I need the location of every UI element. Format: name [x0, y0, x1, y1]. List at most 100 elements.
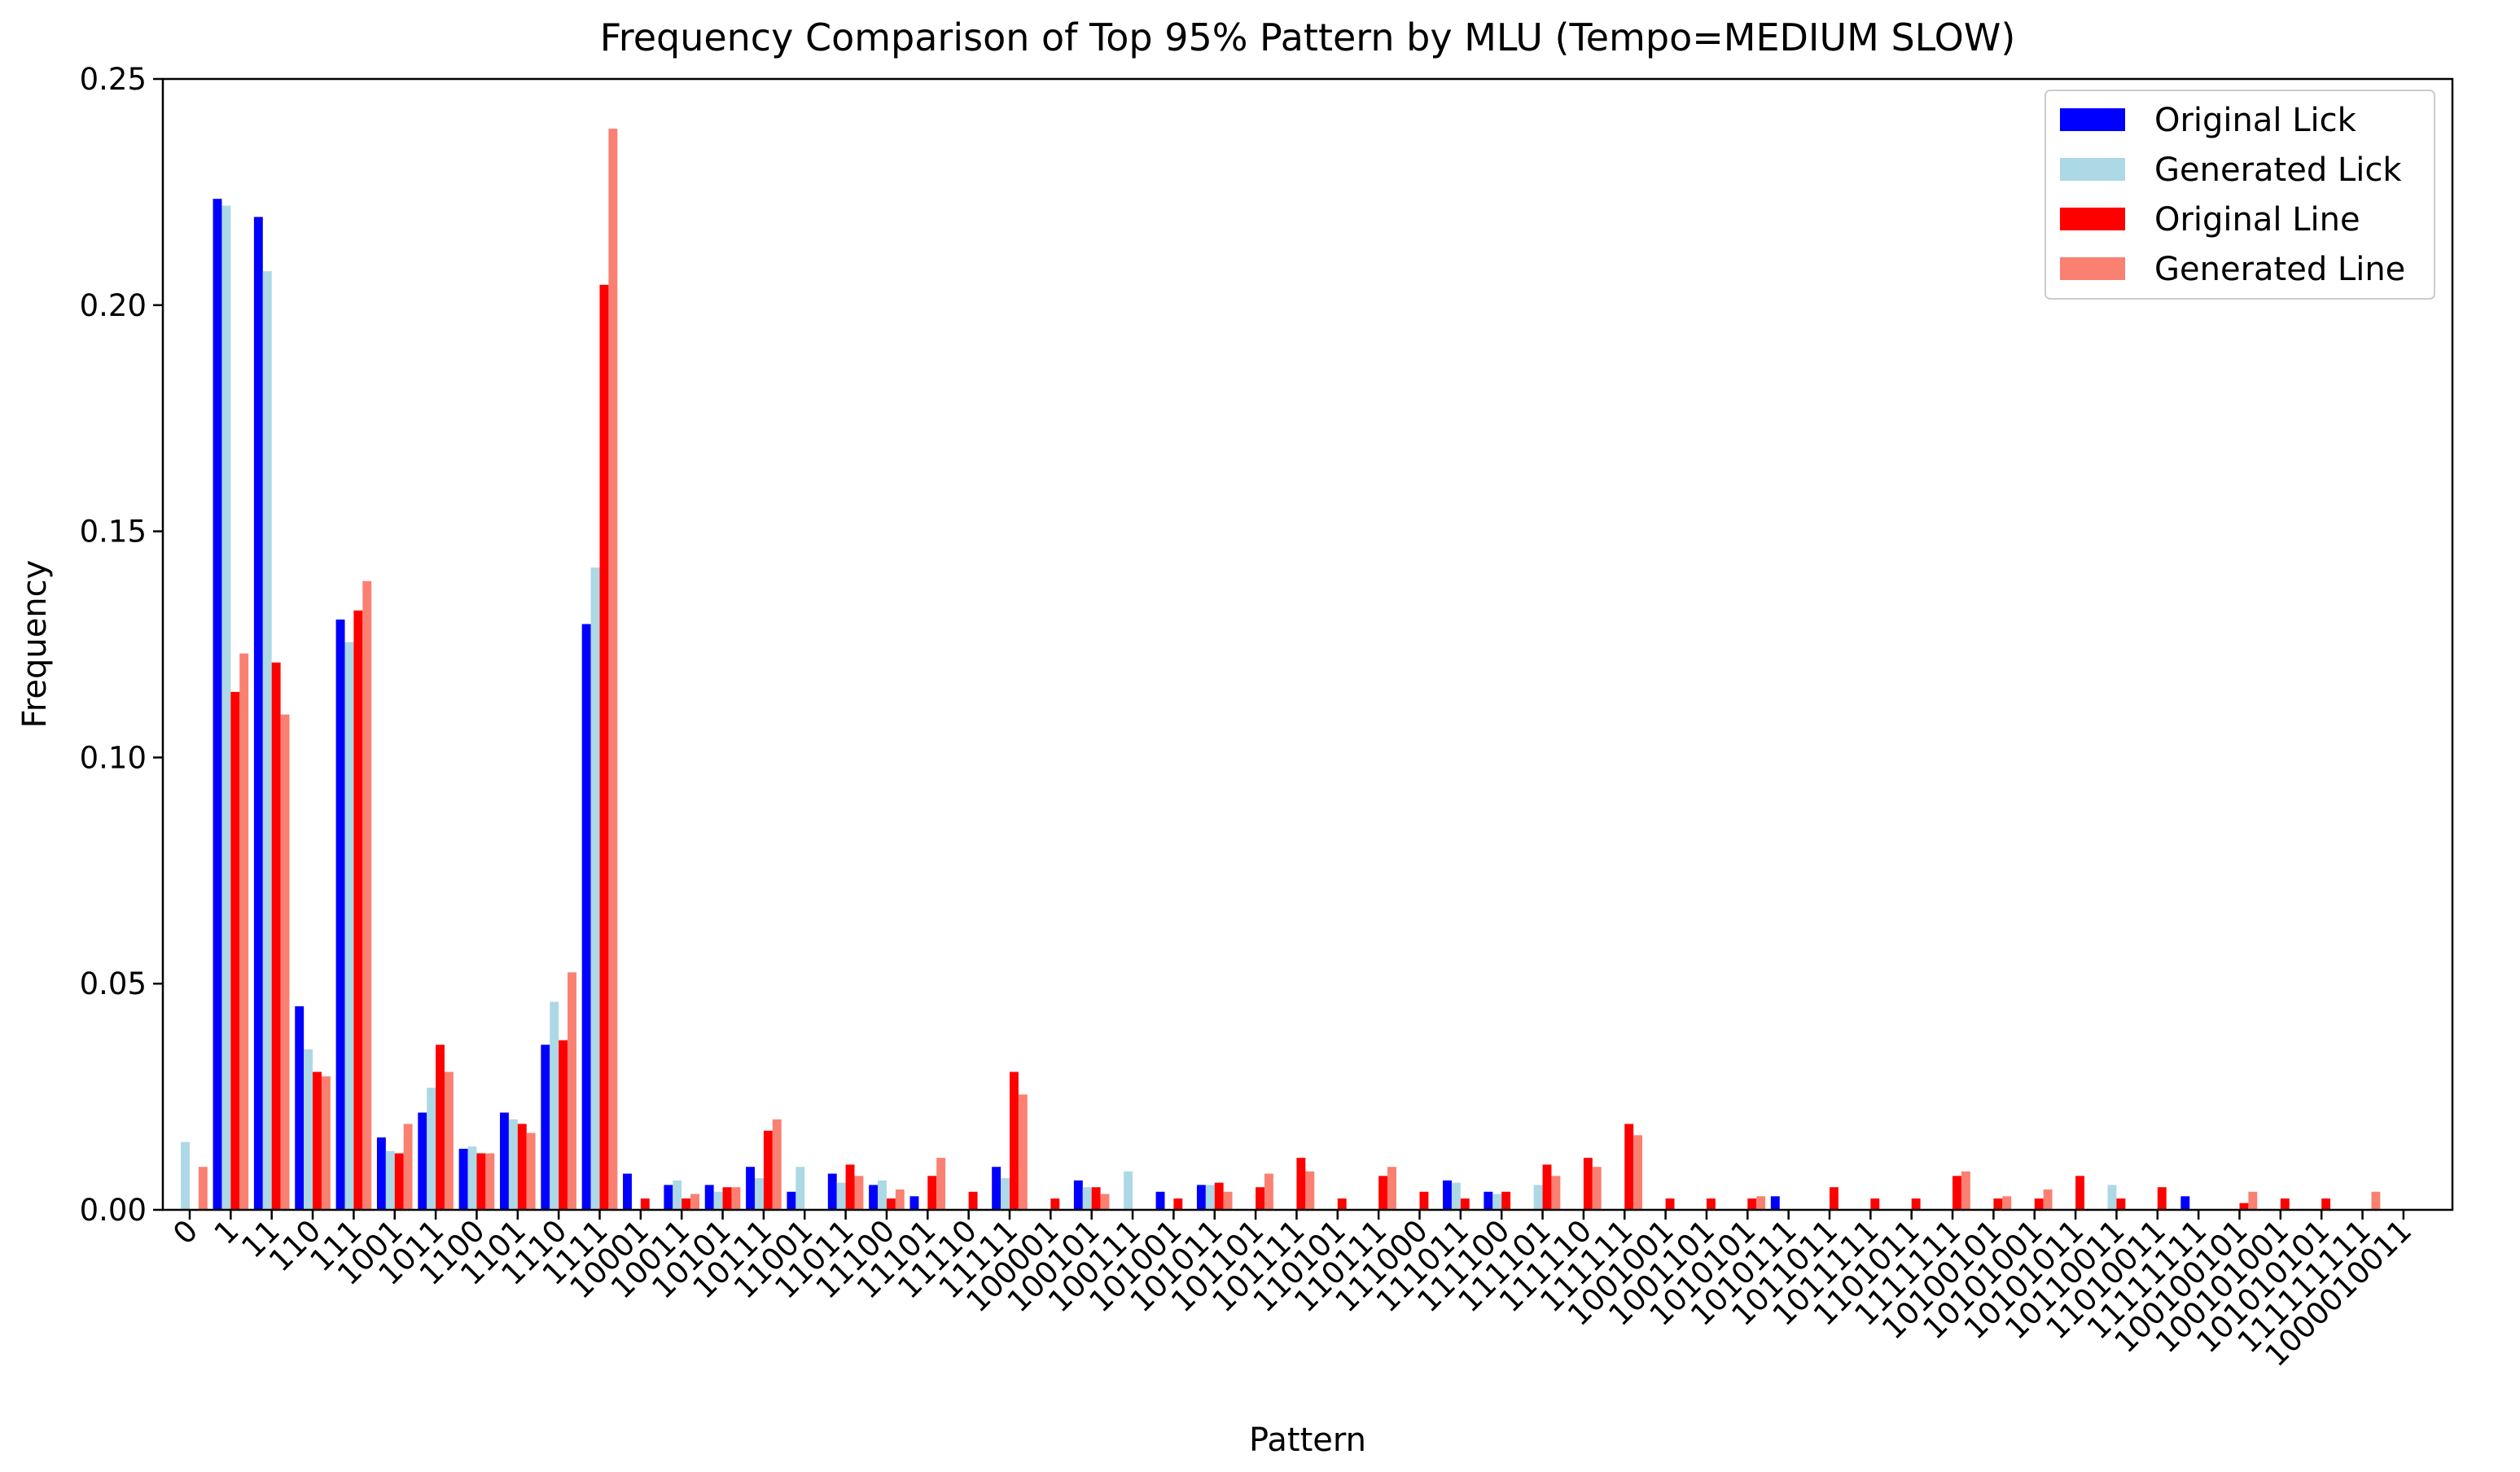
bar-original-line-11111: [1010, 1071, 1019, 1210]
bar-generated-lick-1100: [467, 1146, 477, 1210]
bar-generated-lick-11001: [795, 1167, 805, 1210]
bar-generated-lick-111: [344, 642, 354, 1210]
bar-original-lick-111: [335, 619, 345, 1210]
bar-original-line-1001101: [1706, 1198, 1716, 1210]
y-axis-ticks: 0.00 0.05 0.10 0.15 0.20 0.25: [80, 62, 163, 1228]
bar-generated-lick-1: [221, 205, 231, 1210]
bar-original-lick-11011: [827, 1173, 837, 1210]
bar-generated-lick-10101: [713, 1191, 723, 1210]
bar-original-line-1001001: [1665, 1198, 1675, 1210]
bar-original-line-100101: [1091, 1187, 1101, 1210]
bar-generated-line-110111: [1387, 1167, 1396, 1210]
bar-original-lick-10111: [746, 1167, 755, 1210]
chart-title: Frequency Comparison of Top 95% Pattern …: [600, 15, 2016, 59]
bar-generated-line-10011: [690, 1194, 699, 1210]
bar-generated-line-1001: [403, 1124, 413, 1210]
bar-original-line-111100: [1501, 1191, 1511, 1210]
y-tick-label: 0.20: [80, 288, 147, 323]
bar-original-line-11101: [927, 1176, 937, 1210]
bar-original-line-1111111: [1952, 1176, 1961, 1210]
bar-original-line-11: [271, 662, 281, 1210]
bar-original-lick-100101: [1073, 1180, 1083, 1210]
bars-layer: [181, 129, 2381, 1211]
bar-original-line-11010011: [2157, 1187, 2167, 1210]
bar-original-line-10011: [681, 1198, 691, 1210]
bar-generated-line-10100101: [2002, 1196, 2012, 1210]
y-tick-label: 0.00: [80, 1193, 147, 1228]
bar-original-lick-110: [295, 1005, 305, 1210]
bar-original-line-100001: [1050, 1198, 1060, 1210]
y-tick-label: 0.10: [80, 740, 147, 775]
bar-generated-line-101101: [1264, 1173, 1273, 1210]
legend-label-generated-line: Generated Line: [2154, 251, 2405, 288]
bar-generated-lick-11011: [836, 1182, 846, 1210]
bar-generated-line-0: [198, 1167, 208, 1210]
bar-original-line-11011: [845, 1164, 855, 1210]
bar-generated-line-111111111: [2371, 1191, 2381, 1210]
bar-generated-line-1111: [608, 129, 618, 1210]
bar-original-line-10100101: [1993, 1198, 2003, 1210]
legend: Original Lick Generated Lick Original Line…: [2044, 90, 2435, 300]
bar-original-line-111101: [1542, 1164, 1552, 1210]
bar-generated-line-1110: [568, 972, 576, 1210]
bar-generated-lick-11: [262, 271, 272, 1210]
bar-original-lick-1100: [458, 1148, 468, 1210]
bar-original-line-101111: [1296, 1158, 1306, 1210]
bar-generated-lick-101011: [1205, 1185, 1215, 1210]
bar-original-line-100100101: [2239, 1203, 2249, 1210]
bar-generated-lick-1111: [590, 567, 600, 1210]
bar-original-lick-1110: [541, 1045, 550, 1210]
bar-generated-line-111: [362, 580, 372, 1210]
bar-generated-line-1: [239, 653, 249, 1210]
bar-original-lick-11100: [869, 1185, 879, 1210]
y-tick-label: 0.25: [80, 62, 147, 97]
bar-original-line-111000: [1419, 1191, 1429, 1210]
bar-generated-lick-10111: [755, 1178, 764, 1210]
y-tick-label: 0.15: [80, 515, 147, 550]
bar-original-line-11110: [968, 1191, 978, 1210]
bar-original-lick-1001: [376, 1137, 386, 1210]
bar-original-line-110101: [1337, 1198, 1347, 1210]
bar-original-line-11100: [886, 1198, 896, 1210]
bar-original-lick-11101: [909, 1196, 919, 1210]
legend-label-generated-lick: Generated Lick: [2154, 151, 2402, 189]
bar-original-line-110: [313, 1071, 322, 1210]
bar-generated-line-11: [280, 714, 290, 1210]
bar-original-lick-111011: [1443, 1180, 1452, 1210]
bar-original-lick-1: [213, 199, 222, 1211]
bar-original-line-1101: [517, 1124, 527, 1210]
bar-generated-line-10101: [731, 1187, 741, 1210]
bar-original-lick-101001: [1155, 1191, 1165, 1210]
bar-original-lick-11001: [787, 1191, 796, 1210]
bar-generated-line-111101: [1551, 1176, 1561, 1210]
bar-original-lick-10101: [704, 1185, 714, 1210]
bar-original-line-10101001: [2034, 1198, 2044, 1210]
bar-generated-line-101111: [1305, 1171, 1315, 1210]
bar-original-line-1100: [476, 1153, 486, 1210]
bar-original-line-1001: [394, 1153, 404, 1210]
bar-original-line-1101011: [1911, 1198, 1921, 1210]
plot-frame: [161, 77, 2454, 1211]
bar-original-lick-1010111: [1770, 1196, 1780, 1210]
bar-original-line-1110: [559, 1040, 568, 1210]
y-tick-label: 0.05: [80, 966, 147, 1001]
bar-original-line-10101011: [2075, 1176, 2084, 1210]
bar-original-line-101011: [1214, 1182, 1224, 1210]
x-axis-ticks: 0 111110111100110111100110111101111100011…: [166, 1210, 2418, 1373]
legend-swatch-original-line: [2060, 208, 2125, 230]
bar-generated-lick-111100: [1492, 1194, 1502, 1210]
bar-generated-line-1101: [526, 1132, 536, 1210]
bar-original-lick-10001: [623, 1173, 632, 1210]
bar-generated-line-1010101: [1756, 1196, 1766, 1210]
bar-generated-line-101011: [1223, 1191, 1233, 1210]
bar-generated-line-11100: [895, 1189, 905, 1210]
legend-label-original-lick: Original Lick: [2154, 102, 2357, 139]
bar-original-line-101101: [1256, 1187, 1264, 1210]
bar-generated-lick-111011: [1451, 1182, 1461, 1210]
bar-generated-line-111110: [1592, 1167, 1602, 1210]
bar-generated-line-110: [321, 1076, 331, 1210]
bar-original-line-111111: [1624, 1124, 1634, 1210]
bar-original-line-1011111: [1870, 1198, 1880, 1210]
bar-generated-line-11111: [1018, 1094, 1028, 1210]
bar-generated-lick-1001: [385, 1150, 395, 1210]
